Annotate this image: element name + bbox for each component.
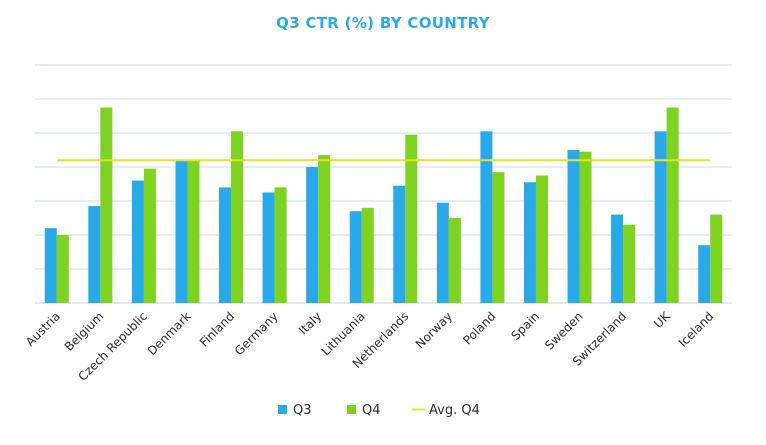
x-tick-label: UK — [651, 308, 673, 330]
x-tick-label: Norway — [413, 309, 455, 351]
bar-q3-spain — [523, 182, 536, 303]
bar-q4-denmark — [187, 160, 200, 303]
x-tick-label: Germany — [232, 309, 281, 358]
bar-q3-uk — [654, 131, 667, 303]
legend: Q3 Q4 Avg. Q4 — [278, 403, 480, 418]
bar-q3-poland — [480, 131, 493, 303]
legend-label: Avg. Q4 — [429, 403, 480, 418]
bar-q4-lithuania — [361, 207, 374, 303]
x-tick-label: Belgium — [62, 309, 107, 354]
bar-q4-belgium — [100, 107, 113, 303]
chart-title: Q3 CTR (%) BY COUNTRY — [276, 14, 490, 32]
bar-q4-uk — [666, 107, 679, 303]
legend-label: Q4 — [362, 403, 381, 418]
bar-q3-sweden — [567, 150, 580, 303]
bar-q3-lithuania — [349, 211, 362, 303]
bar-q3-germany — [262, 192, 275, 303]
x-tick-label: Finland — [197, 309, 237, 349]
x-tick-label: Poland — [460, 309, 498, 347]
bar-q4-netherlands — [405, 134, 418, 303]
bar-q3-belgium — [88, 206, 101, 303]
bar-q3-switzerland — [611, 214, 624, 303]
bar-q3-denmark — [175, 160, 188, 303]
bar-q4-norway — [448, 218, 461, 303]
x-tick-label: Denmark — [145, 309, 194, 358]
x-tick-label: Italy — [296, 309, 324, 337]
x-tick-label: Spain — [508, 309, 542, 343]
bar-q4-austria — [56, 235, 69, 303]
bar-q3-austria — [44, 228, 57, 303]
bar-q3-netherlands — [393, 185, 406, 303]
bar-q4-germany — [274, 187, 287, 303]
bar-q4-switzerland — [623, 224, 636, 303]
x-tick-label: Sweden — [542, 309, 585, 352]
bar-q3-norway — [436, 202, 449, 303]
bar-q4-iceland — [710, 214, 723, 303]
bars — [44, 107, 723, 303]
bar-q3-czech-republic — [131, 180, 144, 303]
bar-q4-spain — [535, 175, 548, 303]
bar-q4-finland — [231, 131, 244, 303]
x-tick-label: Iceland — [676, 309, 717, 350]
x-tick-label: Austria — [23, 309, 63, 349]
bar-q3-italy — [306, 167, 319, 303]
legend-swatch-q3 — [278, 405, 287, 414]
bar-q4-czech-republic — [143, 168, 156, 303]
bar-q4-sweden — [579, 151, 592, 303]
legend-label: Q3 — [293, 403, 312, 418]
bar-q3-iceland — [698, 245, 711, 303]
bar-q4-poland — [492, 172, 505, 303]
bar-q3-finland — [219, 187, 232, 303]
legend-swatch-q4 — [347, 405, 356, 414]
bar-q4-italy — [318, 155, 331, 303]
